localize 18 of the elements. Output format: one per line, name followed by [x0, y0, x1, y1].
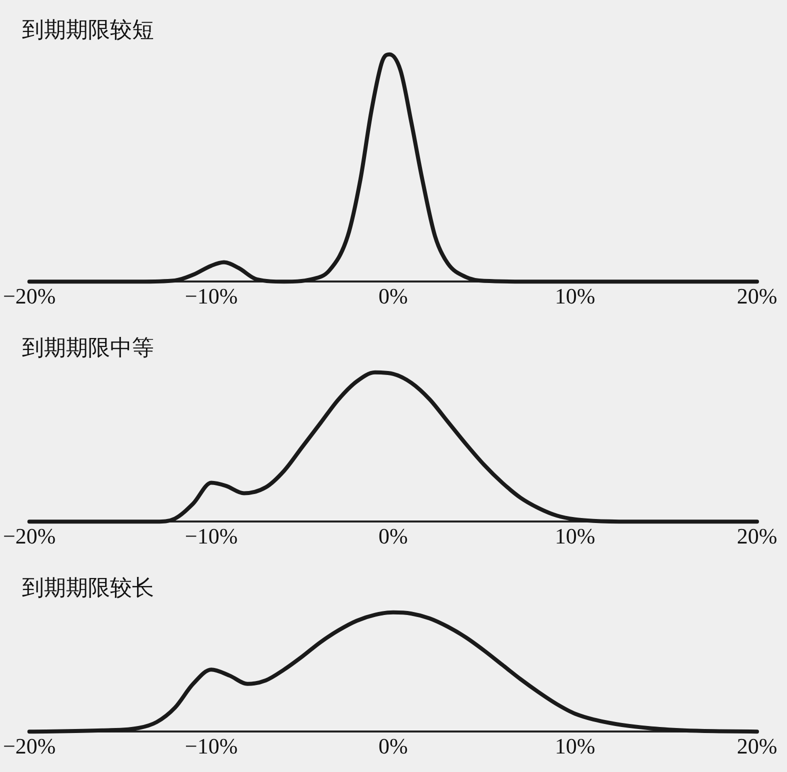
x-tick-label: −20% — [3, 734, 56, 759]
chart-title: 到期期限较短 — [22, 18, 154, 43]
chart-title: 到期期限较长 — [22, 576, 154, 601]
x-tick-label: 10% — [554, 524, 596, 549]
x-tick-label: −10% — [184, 284, 238, 309]
x-tick-label: 0% — [378, 524, 408, 549]
x-tick-label: 10% — [554, 734, 596, 759]
x-tick-label: 20% — [736, 524, 778, 549]
x-tick-label: 20% — [736, 734, 778, 759]
chart-title: 到期期限中等 — [22, 336, 154, 361]
x-tick-label: −10% — [184, 734, 238, 759]
x-tick-label: 10% — [554, 284, 596, 309]
x-tick-label: −10% — [184, 524, 238, 549]
x-tick-label: 20% — [736, 284, 778, 309]
x-tick-label: 0% — [378, 284, 408, 309]
x-tick-label: 0% — [378, 734, 408, 759]
x-tick-label: −20% — [3, 524, 56, 549]
x-tick-label: −20% — [3, 284, 56, 309]
